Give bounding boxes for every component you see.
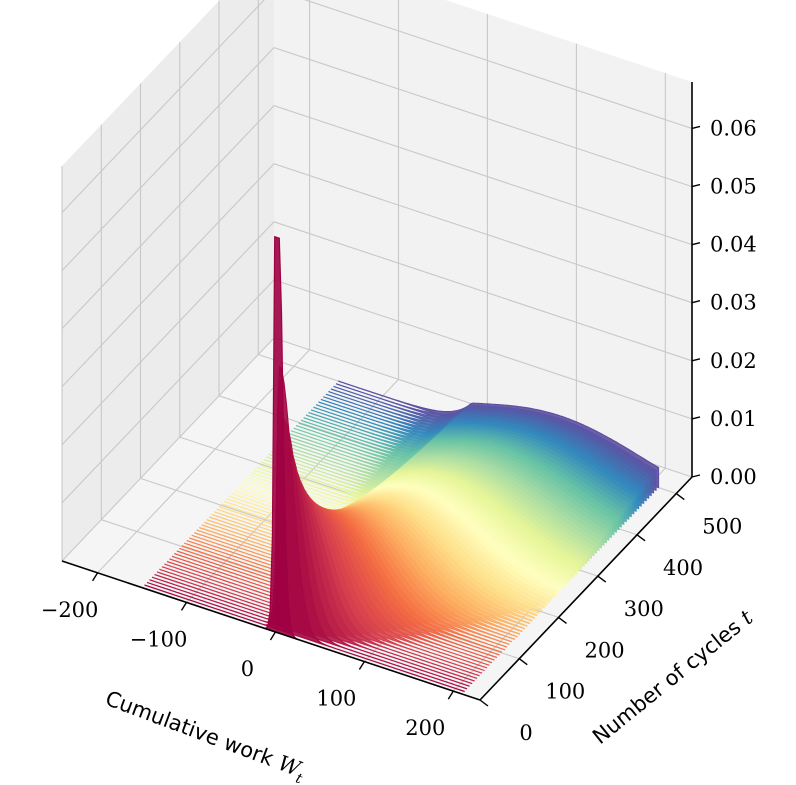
- z-tick-label-6: 0.06: [710, 116, 757, 140]
- y-tick-label-3: 300: [624, 597, 664, 621]
- z-tick-mark-1: [691, 416, 701, 420]
- x-axis-line: [61, 560, 481, 701]
- y-tick-label-4: 400: [663, 556, 703, 580]
- peak-spike: [275, 356, 280, 631]
- z-tick-mark-0: [691, 474, 701, 478]
- z-tick-label-1: 0.01: [710, 407, 757, 431]
- left-pane: [62, 0, 274, 561]
- x-tick-mark-2: [269, 631, 277, 641]
- series-curve-48: [261, 461, 583, 570]
- z-tick-mark-4: [691, 241, 701, 246]
- grid-z-4: [61, 104, 693, 329]
- series-curve-1: [144, 365, 465, 693]
- y-axis-line: [479, 476, 693, 701]
- series-curve-50: [266, 456, 588, 565]
- x-tick-label-0: −200: [41, 598, 99, 622]
- axis-lines: [61, 82, 693, 701]
- data-curves: [141, 235, 660, 695]
- z-tick-label-2: 0.02: [710, 349, 757, 373]
- z-tick-mark-2: [691, 358, 701, 362]
- grid-z-2: [61, 221, 693, 446]
- z-tick-label-5: 0.05: [710, 175, 757, 199]
- series-curve-68: [310, 409, 632, 518]
- x-tick-label-2: 0: [241, 657, 254, 681]
- y-axis-label: Number of cyclest: [588, 605, 758, 749]
- grid-z-5: [61, 46, 693, 271]
- series-curve-3: [149, 446, 470, 687]
- x-tick-label-4: 200: [405, 716, 445, 740]
- x-tick-mark-3: [358, 661, 365, 670]
- y-tick-label-0: 0: [519, 721, 532, 745]
- z-tick-mark-5: [691, 183, 701, 188]
- x-tick-mark-1: [180, 602, 188, 611]
- y-tick-label-5: 500: [702, 515, 742, 539]
- y-tick-mark-0: [479, 699, 489, 707]
- z-tick-label-0: 0.00: [710, 465, 757, 489]
- series-curve-59: [288, 432, 610, 541]
- y-tick-label-1: 100: [545, 680, 585, 704]
- x-tick-label-1: −100: [130, 627, 188, 651]
- series-curve-46: [256, 466, 578, 575]
- z-tick-mark-6: [691, 125, 701, 130]
- grid-z-6: [61, 0, 693, 213]
- x-tick-label-3: 100: [316, 687, 356, 711]
- y-tick-mark-1: [518, 658, 528, 666]
- x-tick-mark-0: [91, 572, 99, 582]
- y-tick-mark-3: [597, 575, 607, 583]
- z-tick-mark-3: [691, 300, 701, 304]
- grid-z-3: [61, 163, 693, 388]
- z-tick-label-3: 0.03: [710, 291, 757, 315]
- y-tick-mark-4: [636, 534, 646, 542]
- z-tick-label-4: 0.04: [710, 233, 757, 257]
- x-axis-label: Cumulative workWt: [100, 686, 309, 785]
- x-tick-mark-4: [447, 690, 454, 700]
- y-tick-mark-5: [675, 492, 685, 501]
- y-tick-label-2: 200: [584, 638, 624, 662]
- y-tick-mark-2: [558, 616, 567, 624]
- back-pane: [274, 0, 692, 477]
